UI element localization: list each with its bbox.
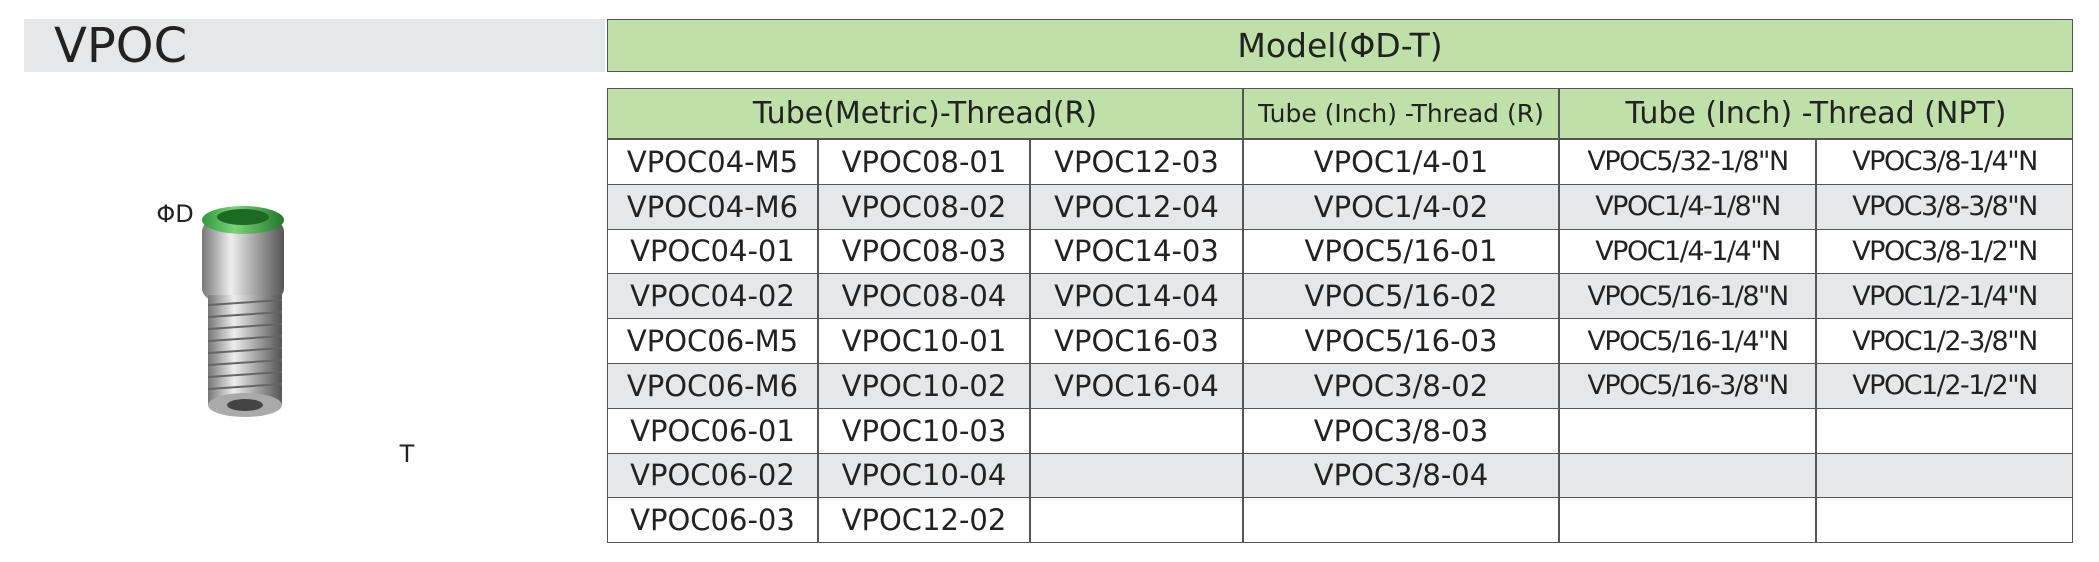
empty-cell: [1816, 452, 2073, 499]
model-cell: VPOC5/16-02: [1243, 273, 1559, 320]
model-cell: VPOC1/4-1/4"N: [1559, 228, 1816, 275]
model-cell: VPOC5/16-1/8"N: [1559, 273, 1816, 320]
model-cell: VPOC10-01: [818, 318, 1030, 364]
fitting-body: [202, 220, 284, 300]
model-cell: VPOC06-M6: [607, 363, 818, 409]
model-cell: VPOC08-02: [818, 183, 1030, 230]
model-cell: VPOC08-01: [818, 139, 1030, 185]
model-cell: VPOC10-03: [818, 407, 1030, 454]
model-cell: VPOC5/16-03: [1243, 318, 1559, 364]
model-cell: VPOC04-M5: [607, 139, 818, 185]
model-cell: VPOC04-02: [607, 273, 818, 320]
model-cell: VPOC1/2-3/8"N: [1816, 318, 2073, 364]
model-cell: VPOC16-03: [1030, 318, 1243, 364]
model-cell: VPOC3/8-02: [1243, 363, 1559, 409]
table-title: Model(ΦD-T): [607, 19, 2073, 72]
product-title: VPOC: [24, 18, 605, 74]
model-cell: VPOC08-04: [818, 273, 1030, 320]
model-cell: VPOC12-02: [818, 497, 1030, 544]
model-cell: VPOC04-01: [607, 228, 818, 275]
thread-lines: [207, 299, 283, 390]
figure-label: T: [399, 440, 415, 468]
empty-cell: [1559, 407, 1816, 454]
model-cell: VPOC06-02: [607, 452, 818, 499]
model-cell: VPOC3/8-1/2"N: [1816, 228, 2073, 275]
model-cell: VPOC3/8-03: [1243, 407, 1559, 454]
model-cell: VPOC1/4-01: [1243, 139, 1559, 185]
empty-cell: [1559, 452, 1816, 499]
model-cell: VPOC10-04: [818, 452, 1030, 499]
empty-cell: [1243, 497, 1559, 544]
model-cell: VPOC5/16-1/4"N: [1559, 318, 1816, 364]
model-cell: VPOC1/4-02: [1243, 183, 1559, 230]
model-cell: VPOC1/4-1/8"N: [1559, 183, 1816, 230]
empty-cell: [1816, 497, 2073, 544]
model-cell: VPOC06-03: [607, 497, 818, 544]
empty-cell: [1559, 497, 1816, 544]
product-figure: [202, 206, 284, 417]
model-cell: VPOC10-02: [818, 363, 1030, 409]
model-cell: VPOC04-M6: [607, 183, 818, 230]
model-cell: VPOC06-M5: [607, 318, 818, 364]
model-cell: VPOC16-04: [1030, 363, 1243, 409]
model-cell: VPOC3/8-04: [1243, 452, 1559, 499]
model-cell: VPOC1/2-1/2"N: [1816, 363, 2073, 409]
model-cell: VPOC5/16-01: [1243, 228, 1559, 275]
group-header: Tube(Metric)-Thread(R): [607, 88, 1243, 139]
group-header: Tube (Inch) -Thread (R): [1243, 88, 1559, 139]
empty-cell: [1030, 497, 1243, 544]
model-cell: VPOC5/32-1/8"N: [1559, 139, 1816, 185]
figure-label: ΦD: [156, 200, 194, 228]
model-cell: VPOC14-04: [1030, 273, 1243, 320]
model-cell: VPOC12-03: [1030, 139, 1243, 185]
group-header: Tube (Inch) -Thread (NPT): [1559, 88, 2073, 139]
model-cell: VPOC06-01: [607, 407, 818, 454]
model-cell: VPOC14-03: [1030, 228, 1243, 275]
model-cell: VPOC3/8-3/8"N: [1816, 183, 2073, 230]
model-cell: VPOC5/16-3/8"N: [1559, 363, 1816, 409]
empty-cell: [1030, 452, 1243, 499]
empty-cell: [1816, 407, 2073, 454]
model-cell: VPOC1/2-1/4"N: [1816, 273, 2073, 320]
model-cell: VPOC08-03: [818, 228, 1030, 275]
empty-cell: [1030, 407, 1243, 454]
thread-bore: [227, 399, 263, 411]
model-cell: VPOC3/8-1/4"N: [1816, 139, 2073, 185]
release-ring-hole: [217, 209, 269, 225]
model-cell: VPOC12-04: [1030, 183, 1243, 230]
